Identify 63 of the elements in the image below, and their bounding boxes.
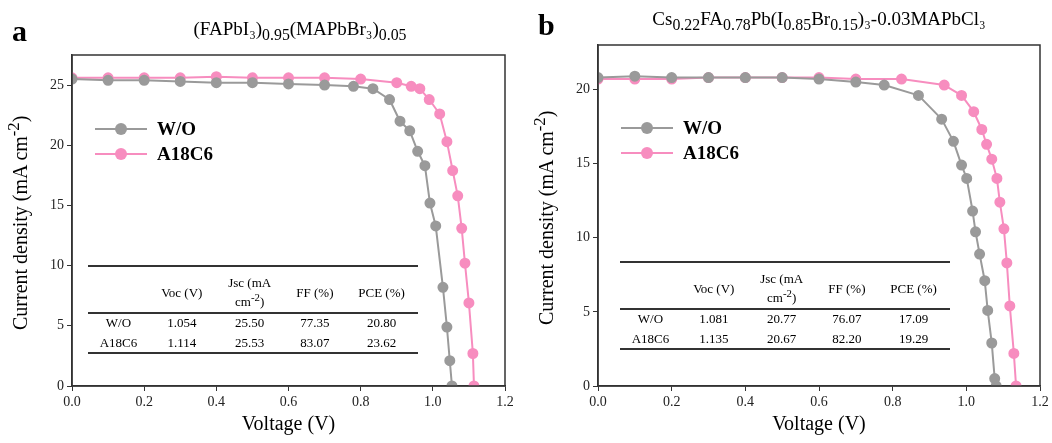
y-tick-label: 10 (50, 257, 64, 273)
x-tick-label: 1.2 (496, 394, 514, 410)
x-tick-label: 0.2 (135, 394, 153, 410)
annotation: 82.20 (831, 330, 863, 349)
y-tick-label: 15 (50, 197, 64, 213)
annotation: A18C6 (98, 334, 139, 353)
annotation: Voc (V) (160, 283, 204, 302)
x-tick-label: 0.4 (207, 394, 226, 410)
y-tick-label: 5 (57, 317, 64, 333)
text: b (538, 8, 555, 42)
annotation: FF (%) (827, 279, 867, 298)
annotation: 23.62 (365, 334, 398, 353)
y-tick-label: 10 (576, 229, 590, 245)
y-tick-label: 0 (57, 377, 64, 393)
annotation: W/O (636, 310, 665, 329)
x-tick-label: 0.8 (883, 394, 902, 410)
x-tick-label: 0.6 (810, 394, 828, 410)
annotation: FF (%) (295, 283, 335, 302)
x-tick-label: 1.0 (424, 394, 442, 410)
legend-label: A18C6 (683, 141, 739, 164)
annotation: A18C6 (630, 330, 671, 349)
y-tick-label: 5 (583, 303, 590, 319)
annotation: Jsc (mA cm$^{-2}$) (759, 270, 805, 308)
annotation: W/O (104, 314, 133, 333)
annotation: Voc (V) (692, 279, 736, 298)
y-tick-label: 20 (50, 136, 64, 152)
x-tick-label: 0.4 (736, 394, 755, 410)
y-tick-label: 15 (576, 155, 590, 171)
y-tick-label: 20 (576, 81, 590, 97)
annotation: 76.07 (831, 310, 863, 329)
annotation: PCE (%) (357, 283, 406, 302)
annotation: 25.53 (234, 334, 266, 353)
annotation: Jsc (mA cm$^{-2}$) (227, 274, 273, 312)
annotation: PCE (%) (889, 279, 938, 298)
text: a (12, 14, 27, 48)
annotation: 1.081 (698, 310, 730, 329)
legend-label: W/O (683, 116, 723, 139)
x-axis-title: Voltage (V) (240, 412, 337, 435)
x-tick-label: 1.2 (1031, 394, 1049, 410)
legend-label: W/O (157, 117, 197, 140)
y-tick-label: 25 (50, 76, 64, 92)
chart-title: (FAPbI₃)$_{0.95}$(MAPbBr₃)$_{0.05}$ (192, 18, 408, 44)
annotation: 25.50 (234, 314, 266, 333)
x-tick-label: 0.6 (279, 394, 298, 410)
legend-label: A18C6 (157, 142, 213, 165)
x-tick-label: 0.0 (63, 394, 81, 410)
annotation: 1.135 (698, 330, 730, 349)
annotation: 17.09 (897, 310, 930, 329)
x-axis-title: Voltage (V) (771, 412, 867, 435)
annotation: 77.35 (299, 314, 331, 333)
annotation: 20.67 (766, 330, 798, 349)
annotation: 1.054 (166, 314, 198, 333)
x-tick-label: 0.0 (589, 394, 607, 410)
x-tick-label: 1.0 (957, 394, 976, 410)
y-tick-label: 0 (583, 377, 590, 393)
x-tick-label: 0.2 (662, 394, 681, 410)
annotation: 19.29 (897, 330, 930, 349)
annotation: 83.07 (299, 334, 331, 353)
chart-title: Cs$_{0.22}$FA$_{0.78}$Pb(I$_{0.85}$Br$_{0.15}$)₃-0.03MAPbCl₃ (652, 8, 986, 33)
annotation: 20.77 (766, 310, 798, 329)
annotation: 1.114 (166, 334, 198, 353)
annotation: 20.80 (365, 314, 398, 333)
x-tick-label: 0.8 (351, 394, 370, 410)
